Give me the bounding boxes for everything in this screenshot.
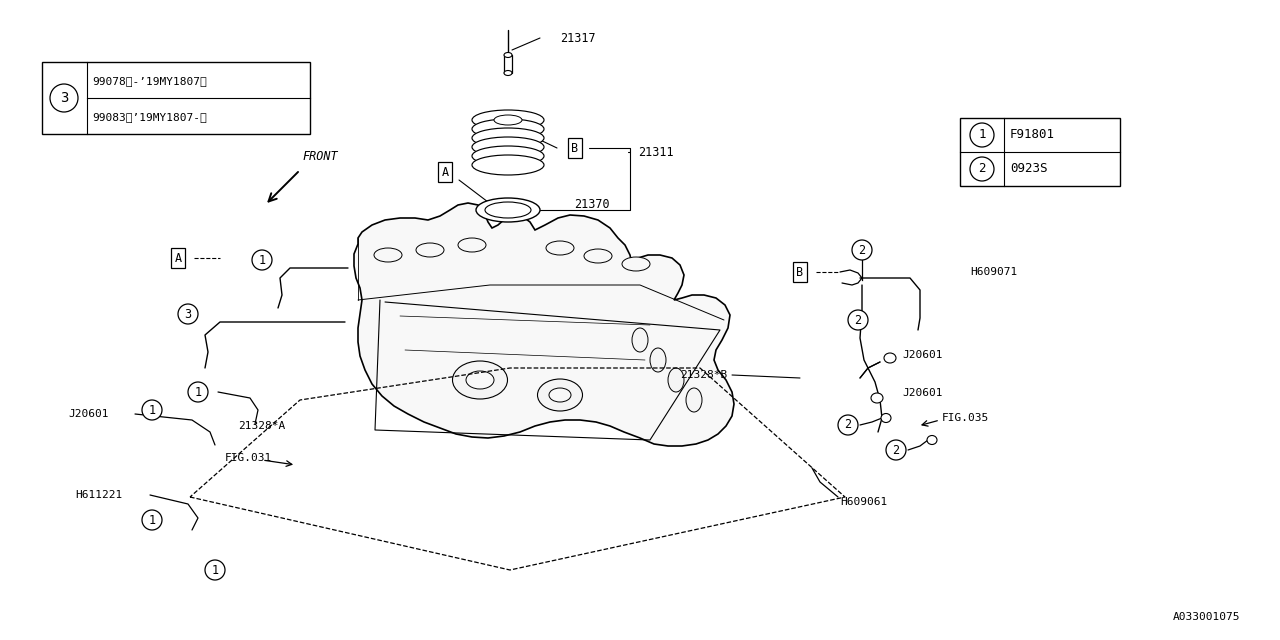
- Ellipse shape: [458, 238, 486, 252]
- Ellipse shape: [476, 198, 540, 222]
- Text: 21328*B: 21328*B: [680, 370, 727, 380]
- Ellipse shape: [472, 110, 544, 130]
- Ellipse shape: [504, 52, 512, 58]
- Ellipse shape: [485, 202, 531, 218]
- Circle shape: [205, 560, 225, 580]
- Polygon shape: [355, 203, 733, 446]
- Text: 2: 2: [859, 243, 865, 257]
- Circle shape: [50, 84, 78, 112]
- Circle shape: [970, 157, 995, 181]
- Text: J20601: J20601: [68, 409, 109, 419]
- Ellipse shape: [632, 328, 648, 352]
- Ellipse shape: [549, 388, 571, 402]
- Text: A: A: [174, 252, 182, 264]
- Circle shape: [970, 123, 995, 147]
- Ellipse shape: [416, 243, 444, 257]
- Circle shape: [252, 250, 273, 270]
- Ellipse shape: [374, 248, 402, 262]
- Text: 1: 1: [259, 253, 265, 266]
- Circle shape: [838, 415, 858, 435]
- Text: 3: 3: [184, 307, 192, 321]
- Text: 2: 2: [855, 314, 861, 326]
- Text: 21328*A: 21328*A: [238, 421, 285, 431]
- Text: 1: 1: [148, 403, 156, 417]
- Text: A: A: [442, 166, 448, 179]
- Text: 21370: 21370: [573, 198, 609, 211]
- Text: B: B: [796, 266, 804, 278]
- Text: J20601: J20601: [902, 388, 942, 398]
- Ellipse shape: [504, 70, 512, 76]
- Bar: [42, 62, 310, 134]
- Text: 99083（’19MY1807-）: 99083（’19MY1807-）: [92, 112, 207, 122]
- Ellipse shape: [870, 393, 883, 403]
- Text: 99078（-’19MY1807）: 99078（-’19MY1807）: [92, 76, 207, 86]
- Text: A033001075: A033001075: [1172, 612, 1240, 622]
- Ellipse shape: [472, 137, 544, 157]
- Text: 21311: 21311: [637, 145, 673, 159]
- Bar: [960, 118, 1120, 186]
- Text: 1: 1: [978, 129, 986, 141]
- Text: H609061: H609061: [840, 497, 887, 507]
- Text: H609071: H609071: [970, 267, 1018, 277]
- Circle shape: [188, 382, 207, 402]
- Text: 1: 1: [195, 385, 201, 399]
- Bar: [504, 55, 512, 73]
- Ellipse shape: [547, 241, 573, 255]
- Ellipse shape: [650, 348, 666, 372]
- Ellipse shape: [453, 361, 507, 399]
- Text: FRONT: FRONT: [302, 150, 338, 163]
- Text: 1: 1: [211, 563, 219, 577]
- Text: 2: 2: [892, 444, 900, 456]
- Circle shape: [142, 400, 163, 420]
- Circle shape: [852, 240, 872, 260]
- Text: B: B: [571, 141, 579, 154]
- Ellipse shape: [466, 371, 494, 389]
- Ellipse shape: [686, 388, 701, 412]
- Ellipse shape: [472, 128, 544, 148]
- Circle shape: [142, 510, 163, 530]
- Text: 2: 2: [845, 419, 851, 431]
- Ellipse shape: [538, 379, 582, 411]
- Circle shape: [178, 304, 198, 324]
- Text: FIG.031: FIG.031: [225, 453, 273, 463]
- Text: J20601: J20601: [902, 350, 942, 360]
- Ellipse shape: [927, 435, 937, 445]
- Ellipse shape: [472, 155, 544, 175]
- Ellipse shape: [472, 119, 544, 139]
- Ellipse shape: [884, 353, 896, 363]
- Ellipse shape: [584, 249, 612, 263]
- Circle shape: [849, 310, 868, 330]
- Ellipse shape: [622, 257, 650, 271]
- Ellipse shape: [881, 413, 891, 422]
- Ellipse shape: [472, 146, 544, 166]
- Text: 1: 1: [148, 513, 156, 527]
- Circle shape: [886, 440, 906, 460]
- Ellipse shape: [668, 368, 684, 392]
- Text: 3: 3: [60, 91, 68, 105]
- Text: H611221: H611221: [76, 490, 123, 500]
- Text: F91801: F91801: [1010, 129, 1055, 141]
- Text: 2: 2: [978, 163, 986, 175]
- Ellipse shape: [494, 115, 522, 125]
- Text: 0923S: 0923S: [1010, 163, 1047, 175]
- Text: 21317: 21317: [561, 31, 595, 45]
- Text: FIG.035: FIG.035: [942, 413, 989, 423]
